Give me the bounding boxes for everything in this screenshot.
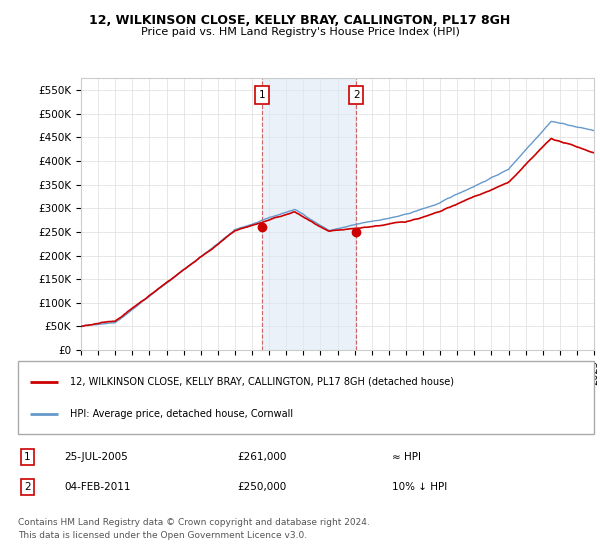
Text: Contains HM Land Registry data © Crown copyright and database right 2024.
This d: Contains HM Land Registry data © Crown c… [18, 518, 370, 539]
Text: 1: 1 [259, 90, 265, 100]
FancyBboxPatch shape [18, 361, 594, 434]
Bar [262, 78, 356, 350]
Text: 2: 2 [24, 482, 31, 492]
Text: Price paid vs. HM Land Registry's House Price Index (HPI): Price paid vs. HM Land Registry's House … [140, 27, 460, 37]
Text: 2: 2 [353, 90, 359, 100]
Text: 04-FEB-2011: 04-FEB-2011 [64, 482, 131, 492]
Text: HPI: Average price, detached house, Cornwall: HPI: Average price, detached house, Corn… [70, 409, 293, 419]
Text: £261,000: £261,000 [237, 452, 286, 462]
Text: 10% ↓ HPI: 10% ↓ HPI [392, 482, 448, 492]
Text: 12, WILKINSON CLOSE, KELLY BRAY, CALLINGTON, PL17 8GH (detached house): 12, WILKINSON CLOSE, KELLY BRAY, CALLING… [70, 376, 454, 386]
Text: 25-JUL-2005: 25-JUL-2005 [64, 452, 128, 462]
Text: £250,000: £250,000 [237, 482, 286, 492]
Text: 12, WILKINSON CLOSE, KELLY BRAY, CALLINGTON, PL17 8GH: 12, WILKINSON CLOSE, KELLY BRAY, CALLING… [89, 14, 511, 27]
Text: ≈ HPI: ≈ HPI [392, 452, 421, 462]
Text: 1: 1 [24, 452, 31, 462]
